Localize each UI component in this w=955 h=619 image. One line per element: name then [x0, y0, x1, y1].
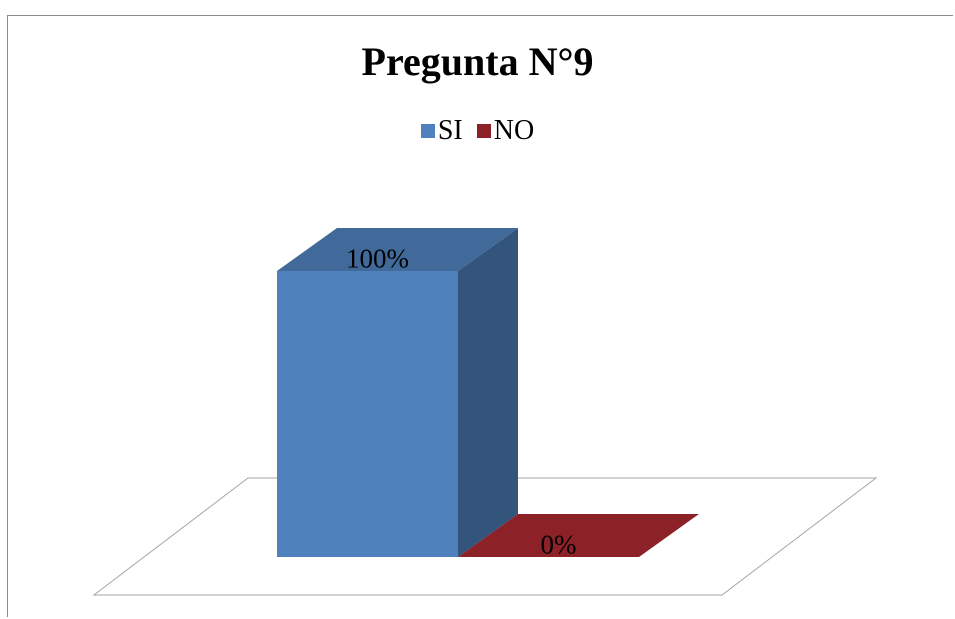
data-label-no: 0% — [541, 530, 577, 560]
chart-title: Pregunta N°9 — [361, 39, 594, 84]
legend-label-no: NO — [493, 115, 535, 146]
legend-item-no: NO — [476, 115, 535, 147]
legend-swatch-no — [476, 124, 491, 138]
chart-legend: SI NO — [0, 115, 955, 147]
legend-label-si: SI — [437, 115, 463, 146]
chart-area — [7, 15, 953, 617]
legend-item-si: SI — [420, 115, 463, 147]
bar-top-si — [277, 228, 518, 271]
bar-side-si — [458, 228, 518, 557]
bar-front-si — [277, 271, 458, 557]
bar-top-no — [458, 514, 699, 557]
legend-swatch-si — [420, 124, 435, 138]
data-label-si: 100% — [346, 244, 409, 274]
